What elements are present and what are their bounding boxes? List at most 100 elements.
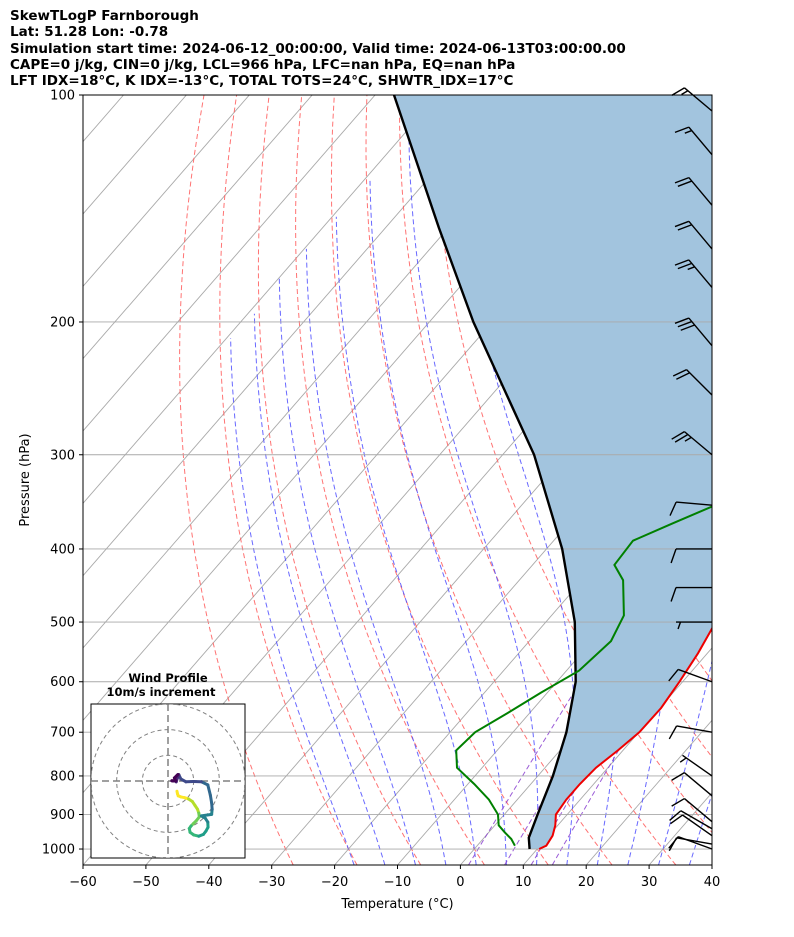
parameters-line-2: LFT IDX=18°C, K IDX=-13°C, TOTAL TOTS=24… (10, 73, 626, 89)
wind-barb-staff (683, 87, 713, 112)
wind-barb-feather (672, 368, 687, 377)
wind-barb-feather (681, 90, 689, 96)
wind-barb (668, 725, 713, 740)
isotherm-line (83, 95, 250, 287)
x-axis-label: Temperature (°C) (340, 897, 453, 912)
moist-adiabat-line (369, 180, 507, 865)
wind-barb-feather (671, 772, 685, 781)
wind-barb-feather (677, 320, 692, 328)
wind-barb-staff (676, 501, 713, 506)
y-tick-label: 200 (50, 315, 75, 330)
moist-adiabat-line (335, 216, 477, 865)
wind-barbs (668, 87, 713, 852)
wind-barb-staff (686, 369, 713, 396)
y-tick-label: 400 (50, 542, 75, 557)
dry-adiabat-line (257, 95, 422, 865)
moist-adiabat-line (230, 337, 355, 865)
wind-barb-feather (670, 548, 677, 564)
wind-barb (674, 176, 713, 206)
isotherm-line (585, 719, 712, 865)
y-axis-label: Pressure (hPa) (18, 433, 33, 526)
wind-barb (672, 368, 713, 396)
wind-barb-feather (674, 259, 690, 266)
wind-barb-feather (669, 501, 677, 516)
moist-adiabat-line (278, 278, 416, 865)
wind-barb-feather (680, 324, 695, 331)
moist-adiabat-line (688, 792, 712, 865)
axes: −60 −50 −40 −30 −20 −10 0 10 20 30 40 1000 900 800 700… (42, 89, 720, 891)
hodograph-title: Wind Profile (128, 671, 208, 685)
wind-barb (674, 220, 713, 250)
y-tick-label: 300 (50, 448, 75, 463)
cape-shaded-area (394, 95, 712, 849)
y-tick-label: 900 (50, 808, 75, 823)
dry-adiabat-line (365, 95, 613, 865)
dry-adiabat-line (219, 95, 358, 865)
wind-barb-feather (669, 810, 682, 821)
y-tick-label: 1000 (42, 843, 75, 858)
wind-barb (670, 586, 712, 602)
wind-barb (670, 548, 712, 564)
moist-adiabat-line (253, 313, 386, 865)
isotherm-line (83, 95, 313, 360)
wind-barb-feather (668, 725, 678, 740)
wind-barb-feather (671, 797, 685, 807)
wind-barb (676, 621, 712, 630)
moist-adiabat-line (720, 95, 794, 865)
wind-barb-feather (687, 266, 695, 271)
wind-barb-staff (676, 725, 713, 733)
wind-barb (674, 126, 713, 156)
wind-barb-feather (670, 587, 677, 602)
x-tick-label: 20 (578, 875, 595, 890)
wind-barb (670, 814, 713, 837)
x-tick-label: −40 (195, 875, 222, 890)
chart-header: SkewTLogP Farnborough Lat: 51.28 Lon: -0… (10, 8, 626, 89)
x-tick-label: −10 (384, 875, 411, 890)
wind-barb-feather (677, 621, 682, 630)
dry-adiabat-line (399, 95, 677, 865)
wind-barb (674, 317, 713, 347)
parameters-line-1: CAPE=0 j/kg, CIN=0 j/kg, LCL=966 hPa, LF… (10, 56, 516, 73)
wind-barb-staff (680, 810, 713, 830)
wind-barb (668, 668, 713, 683)
dry-adiabat-line (179, 95, 294, 865)
dry-adiabat-line (725, 95, 794, 865)
wind-barb (671, 431, 713, 456)
x-tick-label: −20 (321, 875, 348, 890)
wind-barb-feather (670, 814, 683, 825)
cape-cin-shading (394, 95, 712, 849)
wind-barb (668, 837, 713, 852)
wind-barb-staff (688, 259, 713, 288)
wind-barb-feather (679, 757, 687, 763)
isotherm-line (83, 95, 376, 432)
wind-barb-feather (677, 180, 692, 187)
y-tick-label: 100 (50, 89, 75, 104)
wind-barb-staff (683, 772, 713, 797)
wind-barb-feather (674, 176, 690, 184)
wind-barb (674, 259, 713, 288)
wind-barb (669, 501, 713, 516)
wind-barb-feather (684, 129, 692, 134)
wind-barb-feather (684, 436, 692, 442)
x-tick-label: −50 (132, 875, 159, 890)
isotherm-line (711, 864, 712, 865)
time-line: Simulation start time: 2024-06-12_00:00:… (10, 40, 626, 57)
wind-barb-feather (668, 837, 678, 852)
isotherm-line (83, 95, 502, 577)
dewpoint-line (455, 505, 712, 847)
temperature-line (538, 626, 712, 850)
wind-barb-staff (682, 814, 713, 837)
wind-barb-feather (677, 224, 692, 231)
wind-barb-feather (676, 372, 691, 380)
dry-adiabat-line (758, 95, 794, 865)
x-tick-label: 10 (515, 875, 532, 890)
hodograph-trace-segment (172, 773, 180, 780)
wind-barb-staff (688, 126, 713, 156)
hodograph-plot (91, 704, 245, 858)
wind-barb (671, 797, 713, 823)
wind-barb-staff (676, 837, 713, 845)
wind-barb-feather (674, 317, 690, 324)
wind-barb-feather (671, 87, 685, 97)
